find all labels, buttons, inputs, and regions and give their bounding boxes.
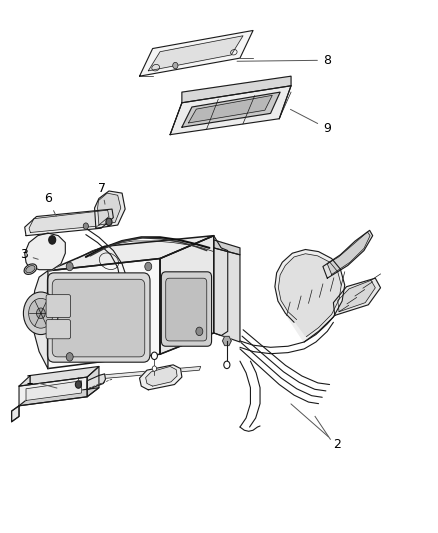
Circle shape	[28, 298, 53, 328]
Polygon shape	[77, 367, 201, 381]
Polygon shape	[98, 193, 121, 225]
Polygon shape	[323, 230, 373, 278]
Circle shape	[151, 352, 157, 360]
Polygon shape	[333, 278, 381, 316]
Polygon shape	[140, 30, 253, 76]
FancyBboxPatch shape	[46, 320, 71, 339]
Circle shape	[66, 353, 73, 361]
Text: 2: 2	[291, 404, 341, 451]
Polygon shape	[160, 236, 228, 354]
Text: 8: 8	[237, 54, 331, 67]
Ellipse shape	[26, 265, 35, 273]
Polygon shape	[279, 254, 341, 337]
Polygon shape	[32, 271, 48, 368]
Polygon shape	[214, 240, 240, 255]
Text: 7: 7	[98, 182, 106, 204]
Circle shape	[106, 218, 112, 225]
Polygon shape	[160, 236, 214, 354]
Polygon shape	[214, 248, 240, 342]
Circle shape	[83, 223, 88, 229]
Polygon shape	[25, 209, 113, 236]
Circle shape	[224, 361, 230, 368]
Polygon shape	[182, 92, 280, 127]
Polygon shape	[19, 367, 99, 386]
Polygon shape	[327, 232, 370, 274]
Polygon shape	[25, 233, 65, 270]
Polygon shape	[95, 191, 125, 228]
Polygon shape	[188, 95, 272, 123]
Text: 6: 6	[44, 192, 56, 216]
Circle shape	[145, 262, 152, 271]
Polygon shape	[148, 36, 243, 71]
Polygon shape	[19, 377, 87, 406]
Polygon shape	[338, 280, 375, 312]
FancyBboxPatch shape	[46, 295, 71, 318]
Circle shape	[173, 62, 178, 69]
Polygon shape	[146, 367, 177, 386]
Circle shape	[75, 381, 81, 388]
Circle shape	[49, 236, 56, 244]
Polygon shape	[182, 76, 291, 103]
FancyBboxPatch shape	[52, 279, 145, 357]
Circle shape	[66, 262, 73, 271]
Polygon shape	[87, 374, 106, 390]
FancyBboxPatch shape	[166, 278, 207, 341]
Text: 3: 3	[20, 248, 38, 261]
Ellipse shape	[24, 264, 37, 274]
Circle shape	[36, 308, 45, 319]
FancyBboxPatch shape	[47, 273, 150, 362]
Text: 9: 9	[290, 109, 331, 135]
Polygon shape	[26, 381, 81, 400]
Polygon shape	[12, 406, 19, 422]
Polygon shape	[223, 336, 231, 345]
Polygon shape	[170, 86, 291, 135]
Circle shape	[196, 327, 203, 336]
Polygon shape	[140, 365, 182, 390]
Circle shape	[152, 366, 156, 371]
Polygon shape	[48, 236, 214, 271]
Polygon shape	[29, 210, 109, 232]
Polygon shape	[12, 406, 19, 422]
Circle shape	[23, 292, 58, 335]
Polygon shape	[48, 259, 160, 368]
Polygon shape	[275, 249, 345, 342]
Text: 1: 1	[25, 374, 57, 388]
FancyBboxPatch shape	[161, 272, 212, 346]
Polygon shape	[87, 367, 99, 397]
Polygon shape	[19, 387, 99, 406]
